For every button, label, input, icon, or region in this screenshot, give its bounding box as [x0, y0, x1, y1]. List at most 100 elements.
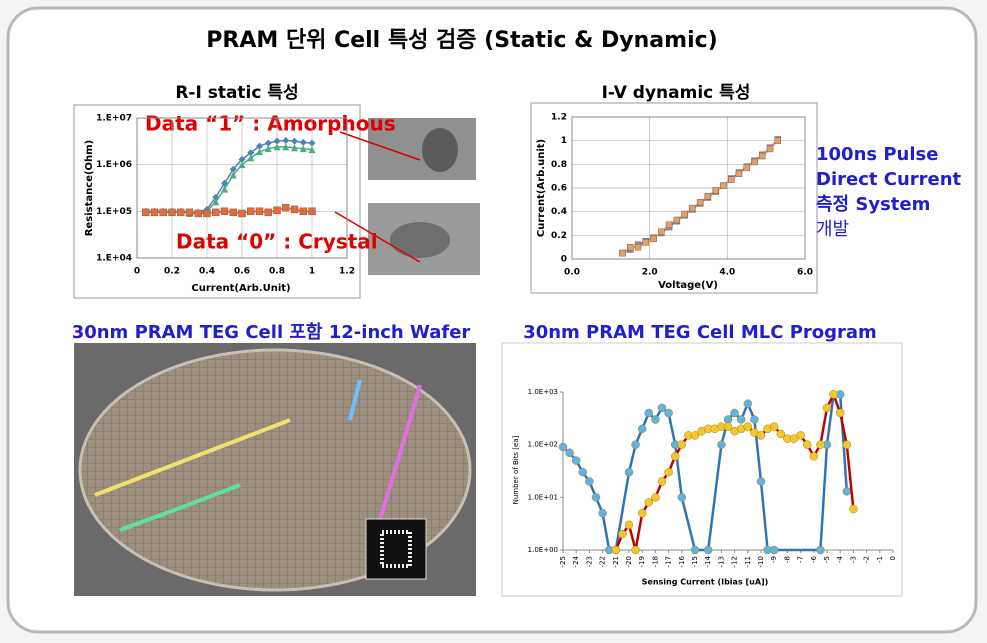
x-tick-label: -2: [863, 556, 871, 563]
x-tick-label: 1.2: [339, 267, 355, 277]
y-tick-label: 1.0E+03: [528, 388, 558, 396]
data-point: [631, 545, 640, 555]
data-point: [634, 243, 642, 251]
y-tick-label: 0.8: [551, 160, 567, 170]
x-tick-label: -4: [836, 555, 844, 563]
data-point: [203, 209, 211, 218]
data-point: [829, 390, 838, 399]
data-point: [247, 149, 255, 157]
data-point: [585, 477, 594, 486]
data-point: [809, 452, 819, 461]
data-point: [730, 408, 739, 418]
x-tick-label: 0.0: [564, 268, 580, 278]
data-point: [220, 207, 229, 216]
data-point: [849, 504, 858, 514]
slide-title: PRAM 단위 Cell 특성 검증 (Static & Dynamic): [206, 28, 717, 53]
data-point: [229, 165, 237, 173]
data-point: [290, 205, 299, 214]
x-tick-label: -15: [691, 556, 699, 567]
data-point: [665, 221, 673, 228]
data-point: [264, 145, 272, 153]
x-tick-label: -14: [704, 555, 712, 567]
y-tick-label: 1.E+07: [96, 114, 132, 124]
data-point: [743, 164, 750, 172]
data-point: [238, 155, 246, 163]
data-point: [299, 145, 307, 153]
data-point: [677, 493, 687, 502]
data-point: [743, 399, 753, 408]
data-point: [728, 176, 735, 183]
data-point: [229, 208, 237, 217]
data-point: [264, 208, 272, 217]
x-tick-label: 1: [309, 267, 315, 277]
x-tick-label: 0: [134, 267, 140, 277]
data-point: [651, 493, 660, 502]
chip-pads: [380, 530, 412, 568]
y-tick-label: 1.E+06: [96, 160, 132, 170]
data-point: [769, 422, 779, 431]
data-point: [769, 545, 779, 555]
x-tick-label: -10: [757, 556, 765, 567]
data-point: [618, 529, 627, 539]
y-axis-label: Resistance(Ohm): [84, 140, 95, 236]
data-point: [631, 440, 640, 449]
data-point: [150, 208, 159, 217]
data-point: [756, 431, 766, 440]
x-tick-label: -17: [665, 556, 673, 567]
data-point: [690, 545, 700, 555]
reflection: [378, 384, 422, 521]
data-point: [247, 154, 255, 162]
data-point: [637, 508, 647, 518]
chip-inset: [365, 518, 427, 580]
x-axis-label: Voltage(V): [658, 280, 718, 291]
x-tick-label: 0.4: [199, 267, 215, 277]
data-point: [664, 467, 673, 477]
x-tick-label: -24: [572, 555, 580, 567]
data-point: [229, 171, 237, 179]
data-point: [291, 137, 298, 145]
data-point: [624, 520, 634, 530]
data-point: [264, 139, 272, 147]
data-point: [703, 545, 713, 555]
chart-title: I-V dynamic 특성: [602, 83, 751, 103]
data-point: [816, 545, 825, 555]
chart-title: 30nm PRAM TEG Cell MLC Program: [523, 322, 877, 343]
data-point: [624, 467, 634, 477]
chart-frame: [530, 102, 818, 294]
data-point: [578, 467, 588, 477]
y-tick-label: 1.2: [551, 113, 567, 123]
x-tick-label: -22: [599, 556, 607, 567]
data-point: [776, 429, 786, 439]
tem-feature: [422, 128, 458, 172]
y-axis-label: Number of Bits [ea]: [512, 435, 520, 504]
x-tick-label: -6: [810, 555, 818, 563]
y-tick-label: 0.6: [551, 184, 567, 194]
data-point: [627, 243, 634, 251]
data-point: [299, 207, 307, 216]
y-tick-label: 1.E+04: [96, 254, 132, 264]
data-point: [247, 207, 255, 216]
data-point: [816, 440, 825, 449]
data-point: [650, 235, 657, 243]
y-tick-label: 1.0E+02: [528, 441, 558, 449]
data-point: [751, 158, 758, 166]
y-axis-label: Current(Arb.unit): [536, 139, 547, 237]
data-point: [712, 187, 719, 194]
x-tick-label: 0.2: [164, 267, 180, 277]
data-point: [238, 209, 246, 218]
reflection: [348, 379, 362, 421]
data-point: [565, 448, 574, 458]
x-tick-label: -12: [731, 556, 739, 567]
data-point: [571, 456, 581, 465]
data-point: [681, 210, 688, 218]
data-point: [750, 415, 759, 424]
reflection: [94, 418, 291, 497]
data-point: [704, 193, 712, 200]
x-axis-label: Sensing Current (Ibias [uA]): [642, 578, 769, 587]
data-point: [696, 198, 704, 206]
data-point: [273, 206, 281, 215]
annotation: 측정 System: [816, 194, 930, 215]
arrow: [334, 211, 421, 263]
